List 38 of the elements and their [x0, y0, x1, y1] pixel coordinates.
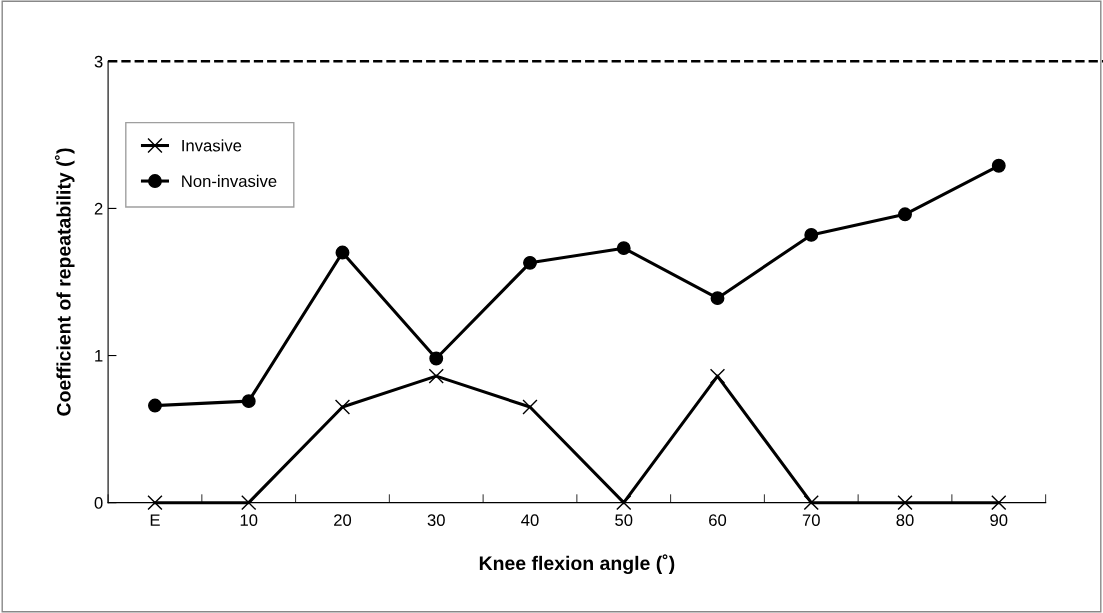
point — [147, 495, 163, 511]
point — [803, 495, 819, 511]
point — [991, 495, 1007, 511]
point — [335, 245, 350, 260]
point — [522, 399, 538, 415]
x-tick-label: 50 — [615, 514, 633, 527]
x-tick-label: 70 — [802, 514, 820, 527]
point — [148, 398, 162, 413]
x-tick-label: 80 — [896, 514, 914, 527]
point — [429, 351, 444, 366]
point — [804, 227, 819, 242]
x-tick-label: 30 — [427, 514, 445, 527]
x-tick-label: 90 — [990, 514, 1008, 527]
point — [709, 368, 726, 384]
legend-label: Non-invasive — [182, 174, 277, 188]
point — [241, 394, 256, 409]
x-tick-label: 40 — [521, 514, 539, 527]
point — [991, 158, 1006, 173]
point — [523, 255, 537, 270]
point — [616, 495, 632, 511]
y-tick-label: 3 — [94, 55, 103, 68]
y-tick-label: 2 — [94, 202, 103, 215]
x-tick-label: 20 — [334, 514, 352, 527]
y-tick-label: 0 — [94, 497, 103, 509]
y-tick-label: 1 — [95, 350, 103, 362]
point — [428, 368, 444, 384]
point — [898, 207, 912, 222]
y-axis-title: Coefficient of repeatability (˚) — [54, 148, 75, 416]
point — [710, 291, 725, 306]
x-tick-label: 10 — [240, 514, 258, 527]
point — [897, 495, 913, 511]
x-axis-title: Knee flexion angle (˚) — [479, 554, 675, 575]
legend-label: Invasive — [182, 139, 242, 152]
x-tick-label: E — [150, 514, 160, 526]
point — [241, 495, 257, 511]
point — [616, 241, 631, 256]
x-tick-label: 60 — [709, 514, 727, 527]
point — [334, 399, 351, 415]
